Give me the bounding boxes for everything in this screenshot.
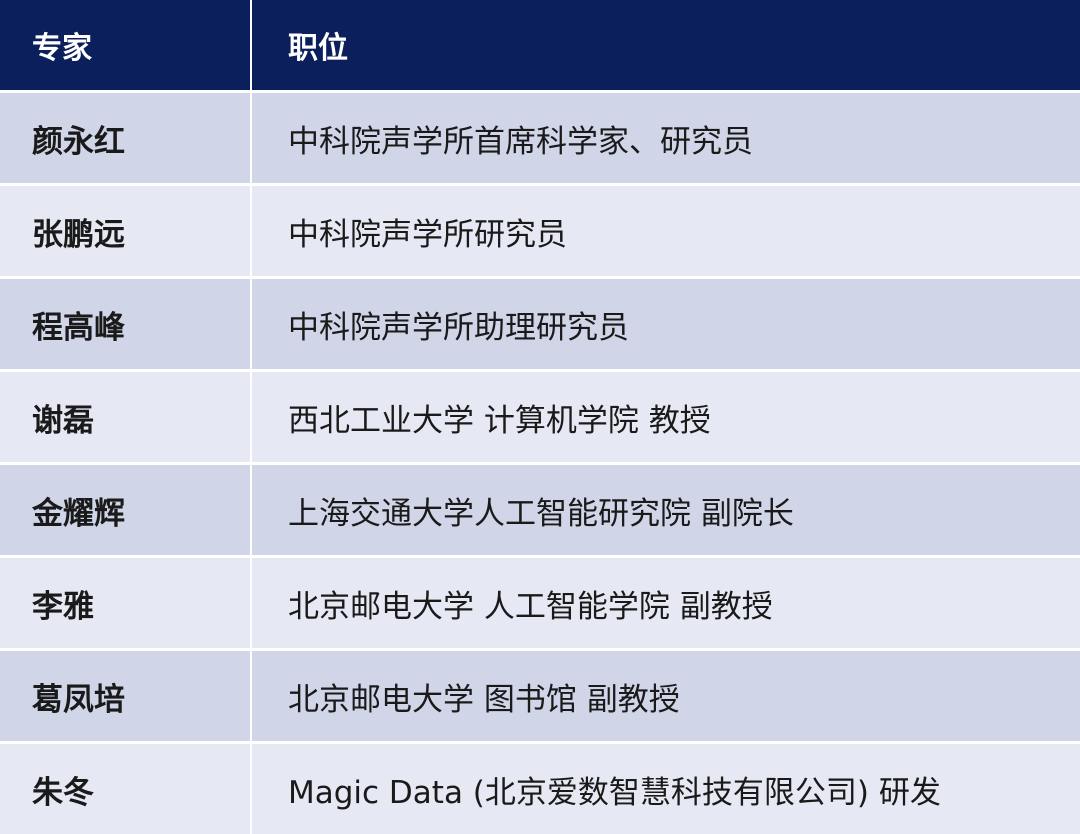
expert-position: 西北工业大学 计算机学院 教授 (252, 372, 1080, 462)
expert-name: 李雅 (0, 558, 250, 648)
expert-name: 葛凤培 (0, 651, 250, 741)
expert-name: 张鹏远 (0, 186, 250, 276)
expert-position: Magic Data (北京爱数智慧科技有限公司) 研发 (252, 744, 1080, 834)
header-cell: 职位 (252, 0, 1080, 90)
expert-position: 中科院声学所助理研究员 (252, 279, 1080, 369)
expert-name: 金耀辉 (0, 465, 250, 555)
expert-name: 程高峰 (0, 279, 250, 369)
expert-name: 谢磊 (0, 372, 250, 462)
expert-position: 中科院声学所首席科学家、研究员 (252, 93, 1080, 183)
header-cell: 专家 (0, 0, 250, 90)
expert-position: 中科院声学所研究员 (252, 186, 1080, 276)
expert-position: 北京邮电大学 人工智能学院 副教授 (252, 558, 1080, 648)
expert-name: 朱冬 (0, 744, 250, 834)
expert-name: 颜永红 (0, 93, 250, 183)
expert-position: 北京邮电大学 图书馆 副教授 (252, 651, 1080, 741)
expert-position: 上海交通大学人工智能研究院 副院长 (252, 465, 1080, 555)
